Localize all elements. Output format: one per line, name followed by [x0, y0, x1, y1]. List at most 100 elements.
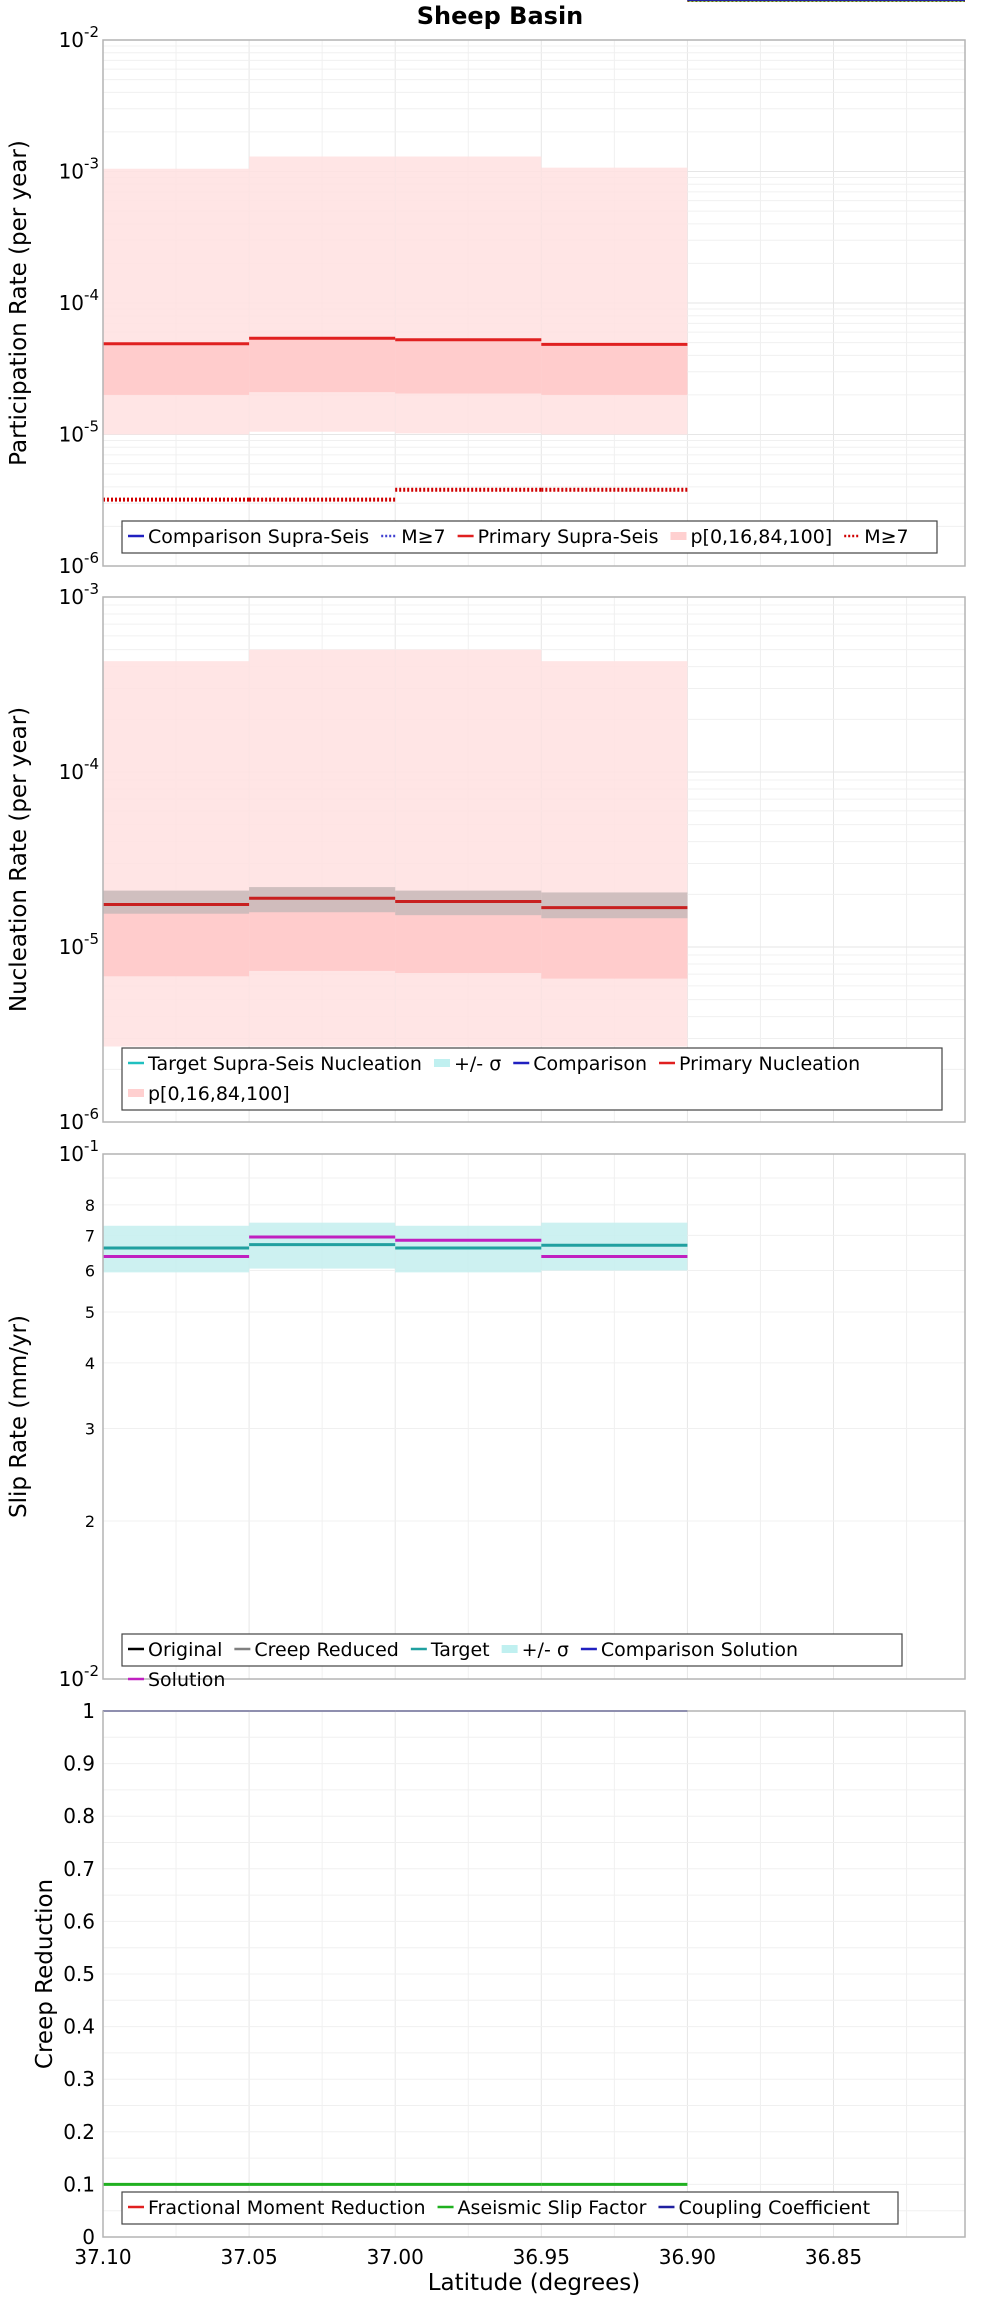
y-axis-label-participation: Participation Rate (per year) — [6, 140, 32, 466]
y-axis-label-creep: Creep Reduction — [32, 1879, 58, 2069]
panels-layer: 10-6 10-5 10-4 10-3 10-2 Participation Rate (… — [6, 0, 966, 2269]
x-axis-label: Latitude (degrees) — [428, 2270, 641, 2296]
panel-participation: 10-6 10-5 10-4 10-3 10-2 Participation Rate (… — [6, 0, 966, 578]
legend-nucleation: Target Supra-Seis Nucleation +/- σ Compari… — [121, 1047, 943, 1111]
series-m-7 — [103, 0, 965, 502]
y-tick-label: 4 — [85, 1354, 95, 1373]
band-segment — [103, 890, 250, 914]
y-tick-label: 10-4 — [59, 755, 99, 784]
y-ticks-participation: 10-6 10-5 10-4 10-3 10-2 — [59, 23, 99, 578]
legend-label: Comparison — [533, 1053, 647, 1075]
series-solution — [103, 0, 965, 1258]
legend-label: Comparison Supra-Seis — [148, 526, 369, 548]
legend-label: Original — [148, 1639, 222, 1661]
legend-participation: Comparison Supra-Seis M≥7 Primary Supra-Se… — [121, 520, 938, 554]
legend-label: p[0,16,84,100] — [690, 526, 832, 548]
y-tick-label: 6 — [85, 1261, 95, 1280]
y-tick-label: 10-5 — [59, 930, 99, 959]
x-tick-label: 37.10 — [74, 2245, 131, 2269]
legend-box — [121, 1047, 943, 1111]
panel-nucleation: 10-6 10-5 10-4 10-3 Nucleation Rate (per yea… — [6, 0, 966, 1134]
y-tick-label: 2 — [85, 1512, 95, 1531]
y-ticks-slip: 10-2 2 3 4 5 6 7 8 10-1 — [59, 1137, 99, 1691]
y-tick-label: 0.2 — [63, 2120, 95, 2144]
legend-label: M≥7 — [401, 526, 445, 548]
y-tick-label: 5 — [85, 1303, 95, 1322]
y-tick-label: 10-2 — [59, 23, 99, 52]
series-primary-supra-seis — [103, 0, 965, 346]
x-tick-label: 36.90 — [659, 2245, 716, 2269]
y-axis-label-slip: Slip Rate (mm/yr) — [6, 1315, 32, 1518]
plot-frame — [102, 1710, 966, 2238]
band-participation-1 — [103, 337, 688, 395]
band-segment — [395, 649, 542, 1047]
panel-slip: 10-2 2 3 4 5 6 7 8 10-1 Slip Rate (mm/yr) Original… — [6, 0, 966, 1691]
band-segment — [249, 337, 396, 393]
plot-frame — [102, 596, 966, 1123]
band-segment — [541, 343, 688, 395]
chart-title: Sheep Basin — [417, 2, 584, 30]
legend-label: Primary Supra-Seis — [478, 526, 659, 548]
y-tick-label: 0.6 — [63, 1909, 95, 1933]
y-tick-label: 0.5 — [63, 1962, 95, 1986]
legend-label: +/- σ — [522, 1639, 569, 1661]
x-tick-label: 37.00 — [367, 2245, 424, 2269]
grid-creep — [102, 1710, 965, 2238]
y-tick-label: 0 — [82, 2225, 95, 2249]
band-segment — [541, 661, 688, 1047]
y-tick-label: 1 — [82, 1699, 95, 1723]
band-segment — [541, 907, 688, 979]
y-tick-label: 8 — [85, 1196, 95, 1215]
y-tick-label: 10-2 — [59, 1662, 99, 1691]
band-segment — [541, 892, 688, 919]
y-tick-label: 10-6 — [59, 1105, 99, 1134]
legend-label: Target — [430, 1639, 490, 1661]
panel-creep: 0 0.1 0.2 0.3 0.4 0.5 0.6 0.7 0.8 0.9 1 Creep Reduc… — [32, 0, 966, 2249]
y-tick-label: 0.7 — [63, 1857, 95, 1881]
y-tick-label: 7 — [85, 1226, 95, 1245]
series-primary-nucleation — [103, 0, 965, 910]
y-ticks-nucleation: 10-6 10-5 10-4 10-3 — [59, 580, 99, 1134]
plot-frame — [102, 1153, 966, 1680]
legend-label: Primary Nucleation — [679, 1053, 860, 1075]
legend-label: Aseismic Slip Factor — [458, 2197, 647, 2219]
series-target — [103, 0, 965, 1250]
y-tick-label: 10-5 — [59, 418, 99, 447]
legend-box — [121, 2191, 899, 2225]
x-ticks: 37.10 37.05 37.00 36.95 36.90 36.85 — [74, 2245, 862, 2269]
y-tick-label: 3 — [85, 1420, 95, 1439]
y-tick-label: 0.4 — [63, 2015, 95, 2039]
band-nucleation-0 — [103, 649, 688, 1047]
legend-box — [121, 520, 938, 554]
legend-label: Creep Reduced — [254, 1639, 398, 1661]
y-tick-label: 10-1 — [59, 1137, 99, 1166]
legend-creep: Fractional Moment Reduction Aseismic Slip… — [121, 2191, 899, 2225]
x-tick-label: 36.85 — [805, 2245, 862, 2269]
legend-label: Solution — [148, 1669, 225, 1691]
legend-slip: Original Creep Reduced Target +/- σ Comparis… — [121, 1633, 903, 1691]
y-tick-label: 0.3 — [63, 2067, 95, 2091]
y-tick-label: 10-3 — [59, 580, 99, 609]
plot-frame — [102, 39, 966, 567]
legend-label: +/- σ — [454, 1053, 501, 1075]
y-tick-label: 0.9 — [63, 1752, 95, 1776]
legend-label: Fractional Moment Reduction — [148, 2197, 426, 2219]
legend-label: Coupling Coefficient — [678, 2197, 870, 2219]
band-segment — [103, 904, 250, 977]
y-ticks-creep: 0 0.1 0.2 0.3 0.4 0.5 0.6 0.7 0.8 0.9 1 — [63, 1699, 95, 2249]
y-tick-label: 0.1 — [63, 2172, 95, 2196]
series-aseismic-slip-factor — [103, 0, 965, 2186]
x-tick-label: 37.05 — [220, 2245, 277, 2269]
legend-label: Target Supra-Seis Nucleation — [147, 1053, 422, 1075]
y-axis-label-nucleation: Nucleation Rate (per year) — [6, 707, 32, 1012]
y-tick-label: 10-6 — [59, 549, 99, 578]
x-tick-label: 36.95 — [513, 2245, 570, 2269]
legend-label: Comparison Solution — [601, 1639, 798, 1661]
y-tick-label: 10-3 — [59, 155, 99, 184]
legend-label: M≥7 — [864, 526, 908, 548]
legend-label: p[0,16,84,100] — [148, 1083, 290, 1105]
band-segment — [103, 661, 250, 1047]
band-segment — [103, 342, 250, 395]
band-segment — [395, 339, 542, 394]
